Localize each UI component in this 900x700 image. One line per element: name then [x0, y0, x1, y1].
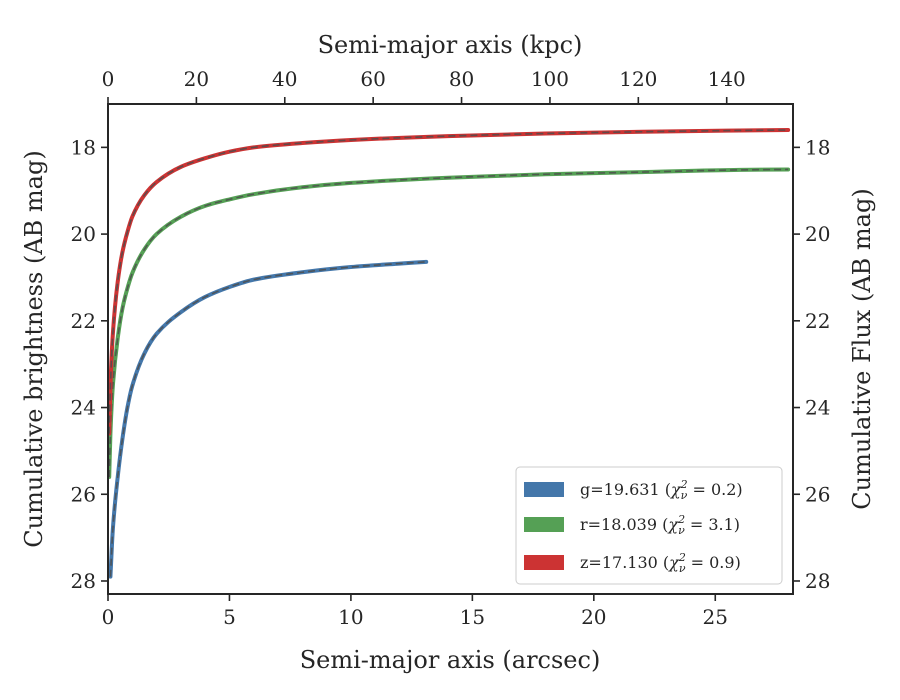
legend-swatch-z	[524, 555, 564, 570]
y-axis-title: Cumulative brightness (AB mag)	[20, 150, 48, 547]
x2-tick-label: 120	[619, 67, 657, 91]
y2-tick-label: 24	[805, 396, 830, 420]
legend-swatch-g	[524, 482, 564, 497]
legend-box	[515, 466, 783, 585]
x2-tick-label: 20	[184, 67, 209, 91]
x2-axis-title: Semi-major axis (kpc)	[318, 31, 583, 59]
x2-tick-label: 140	[708, 67, 746, 91]
legend-label-r: r=18.039 (χ2 ν = 3.1)	[580, 513, 740, 537]
x-axis-title: Semi-major axis (arcsec)	[300, 646, 601, 674]
y2-tick-label: 22	[805, 309, 830, 333]
y-tick-label: 18	[71, 135, 96, 159]
y2-tick-label: 28	[805, 569, 830, 593]
y2-axis-title: Cumulative Flux (AB mag)	[848, 188, 876, 509]
x-tick-label: 25	[703, 605, 728, 629]
x2-tick-label: 100	[531, 67, 569, 91]
x2-tick-label: 40	[272, 67, 297, 91]
x2-tick-label: 60	[360, 67, 385, 91]
series-line-z	[107, 128, 791, 436]
y-tick-label: 24	[71, 396, 96, 420]
y-tick-label: 26	[71, 482, 96, 506]
series-line-r	[107, 167, 791, 479]
model-line-z	[108, 129, 789, 434]
model-line-g	[109, 261, 427, 577]
x-tick-label: 5	[223, 605, 236, 629]
model-line-r	[108, 168, 789, 477]
x-tick-label: 20	[581, 605, 606, 629]
legend: g=19.631 (χ2 ν = 0.2) r=18.039 (χ2 ν = 3.1…	[515, 466, 783, 585]
x2-tick-label: 0	[102, 67, 115, 91]
legend-label-g: g=19.631 (χ2 ν = 0.2)	[580, 478, 743, 502]
curves-layer	[107, 128, 791, 579]
series-line-g	[108, 259, 429, 579]
y2-tick-label: 26	[805, 482, 830, 506]
y-tick-label: 20	[71, 222, 96, 246]
x-tick-label: 0	[102, 605, 115, 629]
y-tick-label: 28	[71, 569, 96, 593]
y2-tick-label: 18	[805, 135, 830, 159]
y2-tick-label: 20	[805, 222, 830, 246]
x2-tick-label: 80	[449, 67, 474, 91]
legend-label-z: z=17.130 (χ2 ν = 0.9)	[580, 551, 741, 575]
y-tick-label: 22	[71, 309, 96, 333]
ticks-layer: 0 5 10 15 20 25 0 20 40 60 80 100 120 140 18 18 20 20 22 22…	[71, 67, 831, 629]
legend-swatch-r	[524, 517, 564, 532]
x-tick-label: 10	[338, 605, 363, 629]
plot-frame	[107, 103, 794, 595]
x-tick-label: 15	[460, 605, 485, 629]
